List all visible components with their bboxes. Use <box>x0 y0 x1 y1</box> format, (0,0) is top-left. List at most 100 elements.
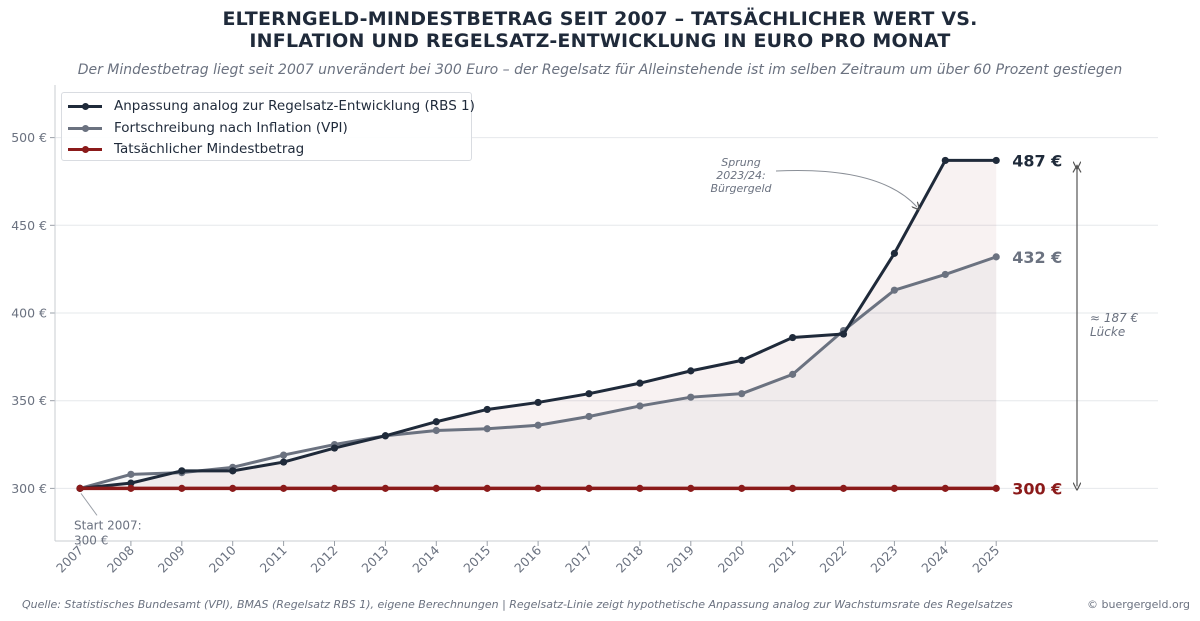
data-point-inflation <box>483 425 491 433</box>
source-note: Quelle: Statistisches Bundesamt (VPI), B… <box>22 598 1013 611</box>
jump-annotation-line: 2023/24: <box>716 169 765 182</box>
legend-label-mindestbetrag: Tatsächlicher Mindestbetrag <box>114 141 305 157</box>
chart-legend: Anpassung analog zur Regelsatz-Entwicklu… <box>61 92 475 161</box>
data-point-mindestbetrag <box>280 484 288 492</box>
data-point-regelsatz <box>890 249 899 257</box>
legend-item-inflation: Fortschreibung nach Inflation (VPI) <box>68 118 348 138</box>
y-tick-label: 350 € <box>11 393 47 408</box>
data-point-inflation <box>890 286 899 294</box>
data-point-mindestbetrag <box>178 484 186 492</box>
data-point-inflation <box>992 253 1000 261</box>
x-tick-label: 2009 <box>155 542 188 575</box>
data-point-regelsatz <box>127 479 135 487</box>
data-point-mindestbetrag <box>381 484 389 492</box>
end-label-inflation: 432 € <box>1012 248 1062 267</box>
data-point-mindestbetrag <box>483 484 491 492</box>
gap-annotation-line: Lücke <box>1090 325 1125 339</box>
x-tick-label: 2025 <box>969 543 1002 576</box>
end-label-mindestbetrag: 300 € <box>1012 479 1062 498</box>
data-point-mindestbetrag <box>534 484 542 492</box>
gap-annotation-line: ≈ 187 € <box>1090 311 1139 325</box>
data-point-inflation <box>789 370 797 378</box>
data-point-regelsatz <box>687 367 695 375</box>
data-point-inflation <box>636 402 644 410</box>
x-tick-label: 2014 <box>409 542 442 575</box>
y-tick-label: 450 € <box>11 218 47 233</box>
x-tick-label: 2024 <box>918 542 951 575</box>
x-tick-label: 2022 <box>817 543 850 576</box>
x-tick-label: 2017 <box>562 543 595 576</box>
data-point-mindestbetrag <box>738 484 746 492</box>
legend-label-regelsatz: Anpassung analog zur Regelsatz-Entwicklu… <box>114 98 475 114</box>
data-point-regelsatz <box>178 467 186 475</box>
y-tick-label: 400 € <box>11 306 47 321</box>
data-point-mindestbetrag <box>941 484 949 492</box>
jump-annotation: Sprung 2023/24: Bürgergeld <box>710 156 772 195</box>
x-tick-label: 2013 <box>358 543 391 576</box>
data-point-regelsatz <box>992 156 1000 165</box>
data-point-mindestbetrag <box>890 484 899 492</box>
start-annotation-line: 300 € <box>74 533 108 547</box>
gap-area-regelsatz <box>80 160 997 489</box>
x-tick-label: 2008 <box>104 542 137 575</box>
legend-item-regelsatz: Anpassung analog zur Regelsatz-Entwicklu… <box>68 96 475 116</box>
data-point-mindestbetrag <box>636 484 644 492</box>
credit: © buergergeld.org <box>1087 598 1190 611</box>
data-point-regelsatz <box>839 330 848 338</box>
data-point-mindestbetrag <box>585 484 593 492</box>
data-point-regelsatz <box>280 458 288 466</box>
data-point-inflation <box>687 393 695 401</box>
data-point-inflation <box>534 421 542 429</box>
data-point-mindestbetrag <box>432 484 440 492</box>
y-tick-label: 500 € <box>11 130 47 145</box>
data-point-inflation <box>432 426 440 435</box>
legend-item-mindestbetrag: Tatsächlicher Mindestbetrag <box>68 139 304 159</box>
x-tick-label: 2021 <box>766 543 799 576</box>
x-tick-label: 2012 <box>308 543 341 576</box>
data-point-mindestbetrag <box>76 484 84 492</box>
x-tick-label: 2015 <box>460 543 493 576</box>
x-tick-label: 2023 <box>867 543 900 576</box>
legend-swatch-inflation <box>68 123 102 133</box>
data-point-regelsatz <box>229 467 237 475</box>
data-point-mindestbetrag <box>992 484 1000 492</box>
data-point-mindestbetrag <box>127 484 135 492</box>
x-tick-label: 2010 <box>206 542 239 575</box>
data-point-inflation <box>941 270 949 279</box>
gap-arrow-head-top <box>1072 164 1082 173</box>
start-annotation-pointer <box>80 493 98 516</box>
legend-swatch-mindestbetrag <box>68 144 102 154</box>
data-point-regelsatz <box>483 405 491 414</box>
gap-area-inflation <box>80 256 997 489</box>
gap-annotation: ≈ 187 € Lücke <box>1090 311 1139 339</box>
jump-annotation-line: Sprung <box>721 156 760 169</box>
data-point-mindestbetrag <box>789 484 797 492</box>
data-point-regelsatz <box>636 379 644 387</box>
x-tick-label: 2007 <box>53 543 86 576</box>
data-point-inflation <box>280 451 288 459</box>
title-line-1: ELTERNGELD-MINDESTBETRAG SEIT 2007 – TAT… <box>222 8 978 30</box>
y-tick-label: 300 € <box>11 481 47 496</box>
x-tick-label: 2019 <box>664 542 697 575</box>
x-tick-label: 2016 <box>511 542 544 575</box>
chart-title: ELTERNGELD-MINDESTBETRAG SEIT 2007 – TAT… <box>0 8 1200 52</box>
chart-subtitle: Der Mindestbetrag liegt seit 2007 unverä… <box>77 62 1123 78</box>
data-point-regelsatz <box>941 156 949 165</box>
jump-annotation-arrow <box>775 170 917 207</box>
title-line-2: INFLATION UND REGELSATZ-ENTWICKLUNG IN E… <box>249 30 951 52</box>
legend-swatch-regelsatz <box>68 101 102 111</box>
data-point-mindestbetrag <box>687 484 695 492</box>
data-point-mindestbetrag <box>229 484 237 492</box>
x-tick-label: 2011 <box>257 543 290 576</box>
data-point-regelsatz <box>585 390 593 398</box>
data-point-inflation <box>738 390 746 398</box>
data-point-inflation <box>127 470 135 478</box>
start-annotation-line: Start 2007: <box>74 518 142 532</box>
end-label-regelsatz: 487 € <box>1012 151 1062 170</box>
x-tick-label: 2020 <box>715 542 748 575</box>
data-point-regelsatz <box>738 356 746 364</box>
data-point-regelsatz <box>381 432 389 440</box>
data-point-regelsatz <box>330 444 339 452</box>
data-point-inflation <box>585 412 593 421</box>
start-annotation: Start 2007: 300 € <box>74 518 142 547</box>
